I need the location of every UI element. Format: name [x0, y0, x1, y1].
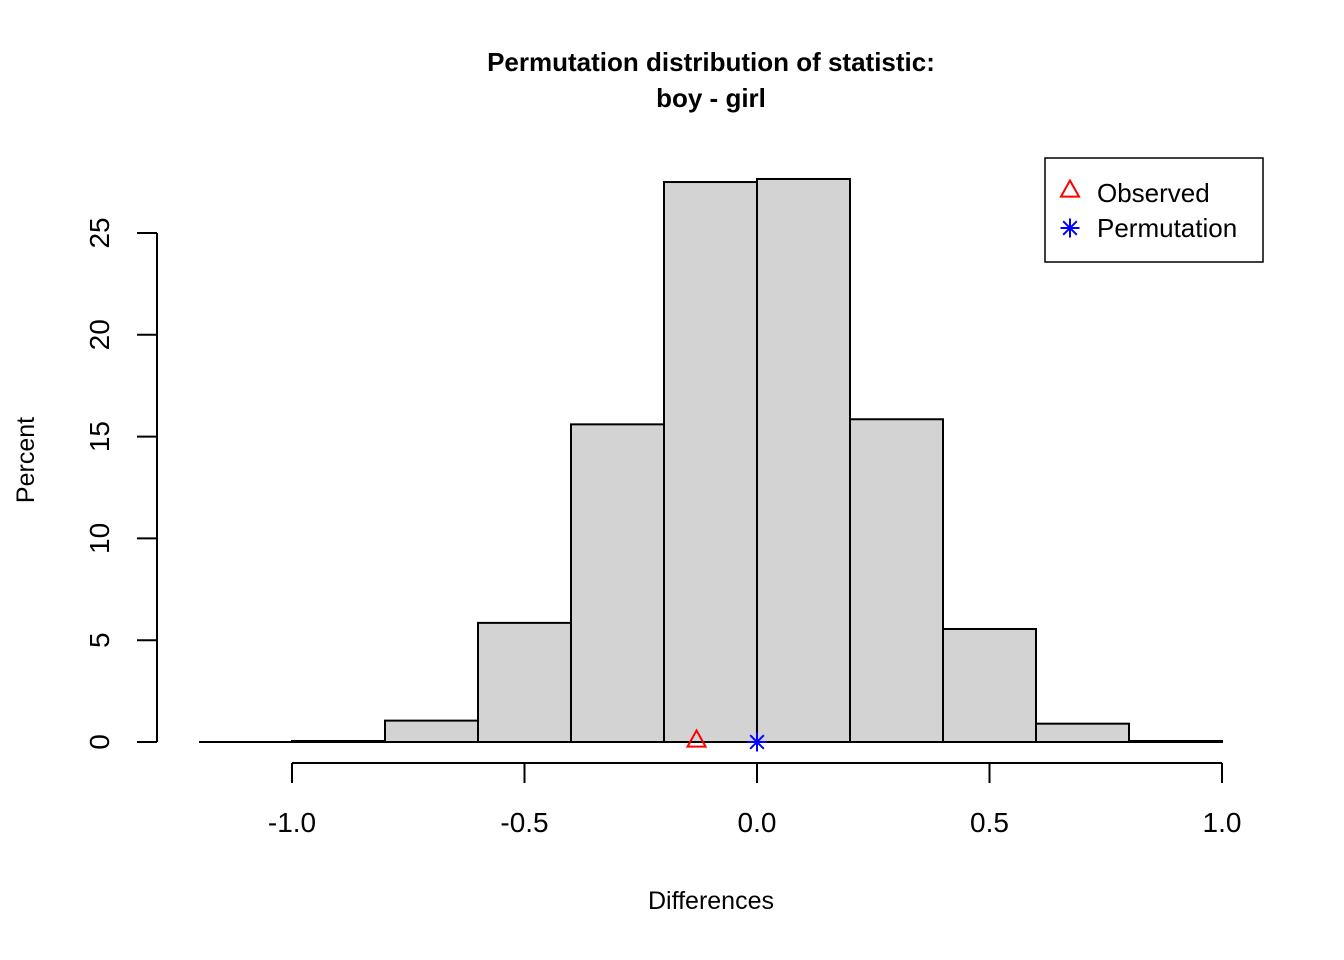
- x-tick-label: -1.0: [268, 807, 316, 838]
- legend: Observed Permutation: [1044, 157, 1264, 263]
- observed-marker: [685, 728, 708, 748]
- y-tick-label: 10: [84, 523, 115, 554]
- legend-triangle-icon: [1059, 178, 1081, 198]
- histogram-bar-8: [942, 627, 1037, 744]
- legend-box: [1044, 157, 1264, 263]
- statistic-markers: [685, 728, 767, 752]
- x-tick-label: 0.5: [970, 807, 1009, 838]
- y-tick-label: 15: [84, 421, 115, 452]
- histogram-bar-2: [384, 719, 479, 744]
- histogram-bar-7: [849, 418, 944, 743]
- histogram-bar-9: [1035, 722, 1130, 743]
- x-tick-label: -0.5: [500, 807, 548, 838]
- y-tick-label: 20: [84, 319, 115, 350]
- histogram-bar-3: [477, 621, 572, 743]
- y-tick-label: 25: [84, 217, 115, 248]
- histogram-bar-4: [570, 423, 665, 743]
- permutation-marker: [747, 732, 767, 752]
- histogram-bar-6: [756, 177, 851, 744]
- y-tick-label: 5: [84, 632, 115, 648]
- y-axis-label: Percent: [12, 417, 40, 503]
- chart-title: Permutation distribution of statistic:: [487, 47, 935, 77]
- x-tick-label: 0.0: [738, 807, 777, 838]
- legend-label: Observed: [1097, 178, 1210, 208]
- chart-subtitle: boy - girl: [656, 83, 766, 113]
- legend-asterisk-icon: [1060, 218, 1080, 238]
- x-axis: -1.0 -0.5 0.0 0.5 1.0: [268, 762, 1242, 838]
- x-axis-label: Differences: [648, 887, 774, 915]
- x-tick-label: 1.0: [1203, 807, 1242, 838]
- legend-label: Permutation: [1097, 213, 1237, 243]
- y-axis: 0 5 10 15 20 25: [84, 217, 158, 750]
- histogram-bar-5: [663, 181, 758, 743]
- y-tick-label: 0: [84, 734, 115, 750]
- histogram-bars: [291, 177, 1223, 744]
